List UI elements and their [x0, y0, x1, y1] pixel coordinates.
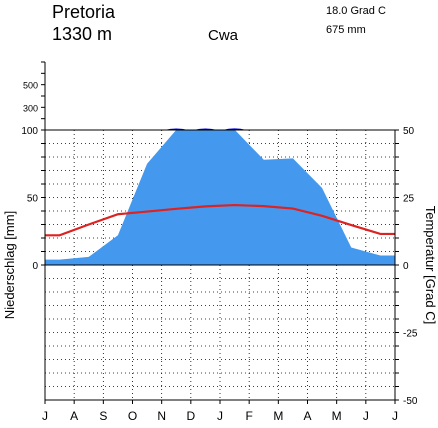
precip-tick-label: 0	[32, 261, 38, 272]
precip-tick-label: 50	[27, 194, 39, 205]
month-label: J	[392, 409, 398, 423]
temp-tick-label: 50	[403, 126, 415, 137]
temp-tick-label: 25	[403, 194, 415, 205]
month-label: M	[332, 409, 342, 423]
temp-axis-label: Temperatur [Grad C]	[423, 206, 438, 325]
precip-tick-label: 100	[21, 126, 38, 137]
climate-classification: Cwa	[208, 27, 239, 44]
month-label: M	[273, 409, 283, 423]
precip-axis-label: Niederschlag [mm]	[2, 211, 17, 319]
axes	[41, 61, 399, 404]
annual-precipitation: 675 mm	[326, 24, 366, 36]
mean-temperature: 18.0 Grad C	[326, 5, 386, 17]
month-label: A	[303, 409, 311, 423]
month-label: J	[42, 409, 48, 423]
station-name: Pretoria	[52, 2, 116, 22]
month-label: F	[245, 409, 252, 423]
temperature-line	[45, 203, 395, 237]
station-elevation: 1330 m	[52, 24, 112, 44]
precip-tick-label: 500	[23, 81, 38, 91]
month-label: J	[363, 409, 369, 423]
precip-tick-label: 300	[23, 103, 38, 113]
temp-tick-label: 0	[403, 261, 409, 272]
temp-tick-label: -25	[403, 329, 418, 340]
month-label: N	[157, 409, 166, 423]
month-label: D	[186, 409, 195, 423]
month-label: J	[217, 409, 223, 423]
month-label: O	[128, 409, 137, 423]
month-label: A	[70, 409, 78, 423]
precipitation-area	[45, 129, 395, 265]
month-label: S	[99, 409, 107, 423]
temp-tick-label: -50	[403, 396, 418, 407]
